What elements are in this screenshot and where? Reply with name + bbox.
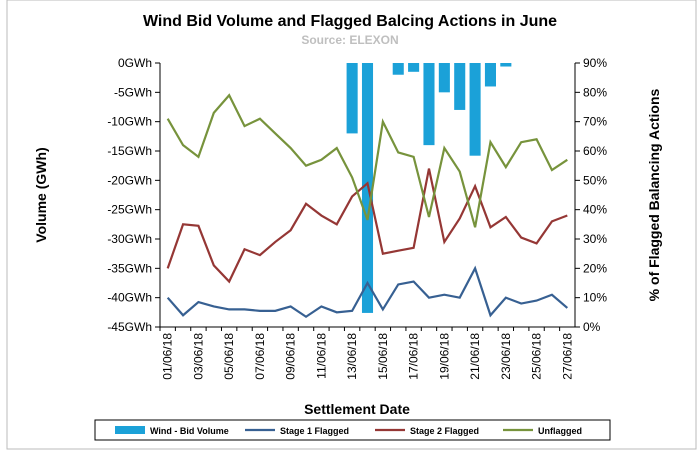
y-tick-label: -35GWh [107, 261, 152, 275]
legend [94, 419, 611, 441]
y2-tick-label: 90% [583, 56, 607, 70]
y2-tick-label: 50% [583, 173, 607, 187]
y2-tick-label: 60% [583, 144, 607, 158]
x-tick-label: 25/06/18 [530, 333, 544, 380]
y-tick-label: 0GWh [118, 56, 152, 70]
x-tick-label: 21/06/18 [468, 333, 482, 380]
line [166, 93, 568, 228]
y2-tick-label: 40% [583, 203, 607, 217]
x-tick-label: 13/06/18 [345, 333, 359, 380]
x-tick-label: 11/06/18 [314, 333, 328, 379]
bar [423, 63, 435, 146]
bar [484, 63, 496, 87]
x-tick-label: 09/06/18 [284, 333, 298, 380]
legend-label: Stage 1 Flagged [280, 426, 349, 436]
y-tick-label: -10GWh [107, 115, 152, 129]
legend-label: Unflagged [538, 426, 582, 436]
y2-axis-label: % of Flagged Balancing Actions [646, 88, 662, 301]
y-tick-label: -45GWh [107, 320, 152, 334]
y2-tick-label: 20% [583, 261, 607, 275]
y-tick-label: -30GWh [107, 232, 152, 246]
line [166, 168, 568, 284]
bar [500, 63, 512, 67]
bar [469, 63, 481, 156]
x-tick-label: 27/06/18 [560, 333, 574, 380]
y-tick-label: -5GWh [114, 85, 152, 99]
bar [454, 63, 466, 110]
x-tick-label: 03/06/18 [191, 333, 205, 380]
bar [438, 63, 450, 93]
legend-swatch [115, 426, 145, 434]
y-tick-label: -40GWh [107, 291, 152, 305]
y2-tick-label: 80% [583, 85, 607, 99]
x-tick-label: 17/06/18 [407, 333, 421, 380]
chart-subtitle: Source: ELEXON [301, 33, 398, 47]
x-tick-label: 19/06/18 [437, 333, 451, 380]
x-tick-label: 23/06/18 [499, 333, 513, 380]
bar [392, 63, 404, 75]
y-axis-label: Volume (GWh) [33, 147, 49, 242]
y2-tick-label: 10% [583, 291, 607, 305]
y2-tick-label: 0% [583, 320, 601, 334]
x-tick-label: 01/06/18 [161, 333, 175, 380]
x-axis-label: Settlement Date [304, 401, 410, 417]
y2-tick-label: 30% [583, 232, 607, 246]
legend-label: Wind - Bid Volume [150, 426, 229, 436]
line [166, 265, 569, 319]
y-tick-label: -15GWh [107, 144, 152, 158]
bar [346, 63, 358, 134]
chart-title: Wind Bid Volume and Flagged Balcing Acti… [143, 13, 557, 30]
bar [408, 63, 420, 72]
legend-label: Stage 2 Flagged [410, 426, 479, 436]
y-tick-label: -20GWh [107, 173, 152, 187]
x-tick-label: 07/06/18 [253, 333, 267, 380]
y2-tick-label: 70% [583, 115, 607, 129]
y-tick-label: -25GWh [107, 203, 152, 217]
x-tick-label: 05/06/18 [222, 333, 236, 380]
x-tick-label: 15/06/18 [376, 333, 390, 380]
